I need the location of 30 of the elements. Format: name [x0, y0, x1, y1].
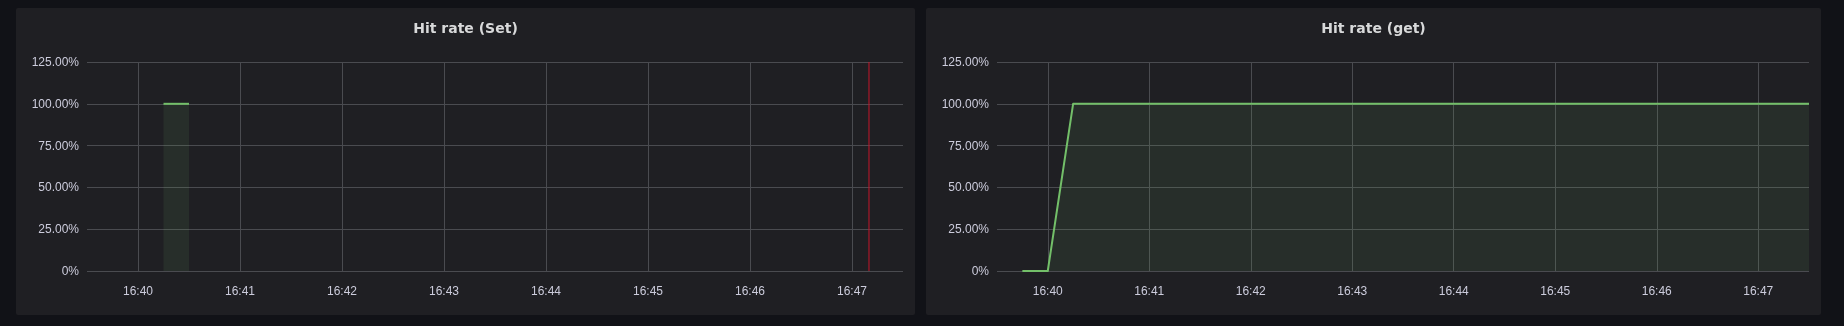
y-tick-label: 100.00%	[941, 96, 990, 111]
y-tick-label: 50.00%	[948, 180, 990, 195]
y-tick-label: 25.00%	[38, 222, 80, 237]
y-tick-label: 100.00%	[31, 96, 80, 111]
y-tick-label: 0%	[61, 264, 80, 278]
x-tick-label: 16:42	[1235, 284, 1267, 298]
x-tick-label: 16:40	[1032, 284, 1064, 298]
x-tick-label: 16:43	[428, 284, 460, 298]
x-tick-label: 16:43	[1337, 284, 1368, 298]
x-tick-label: 16:47	[1743, 284, 1774, 298]
x-tick-label: 16:45	[632, 284, 664, 298]
x-tick-label: 16:46	[1641, 284, 1673, 298]
x-tick-label: 16:46	[734, 284, 766, 298]
x-tick-label: 16:45	[1540, 284, 1571, 298]
x-tick-label: 16:41	[1134, 284, 1165, 298]
y-tick-label: 0%	[971, 264, 990, 278]
x-tick-label: 16:42	[326, 284, 358, 298]
y-tick-label: 125.00%	[31, 55, 80, 69]
chart-title: Hit rate (Set)	[413, 20, 518, 36]
x-tick-label: 16:40	[122, 284, 154, 298]
y-tick-label: 75.00%	[38, 138, 80, 153]
y-tick-label: 125.00%	[941, 55, 990, 69]
y-tick-label: 75.00%	[948, 138, 990, 153]
y-tick-label: 50.00%	[38, 180, 80, 195]
chart-title: Hit rate (get)	[1321, 20, 1426, 36]
x-tick-label: 16:44	[1438, 284, 1470, 298]
x-tick-label: 16:41	[224, 284, 256, 298]
x-tick-label: 16:44	[530, 284, 562, 298]
y-tick-label: 25.00%	[948, 222, 990, 237]
x-tick-label: 16:47	[836, 284, 868, 298]
